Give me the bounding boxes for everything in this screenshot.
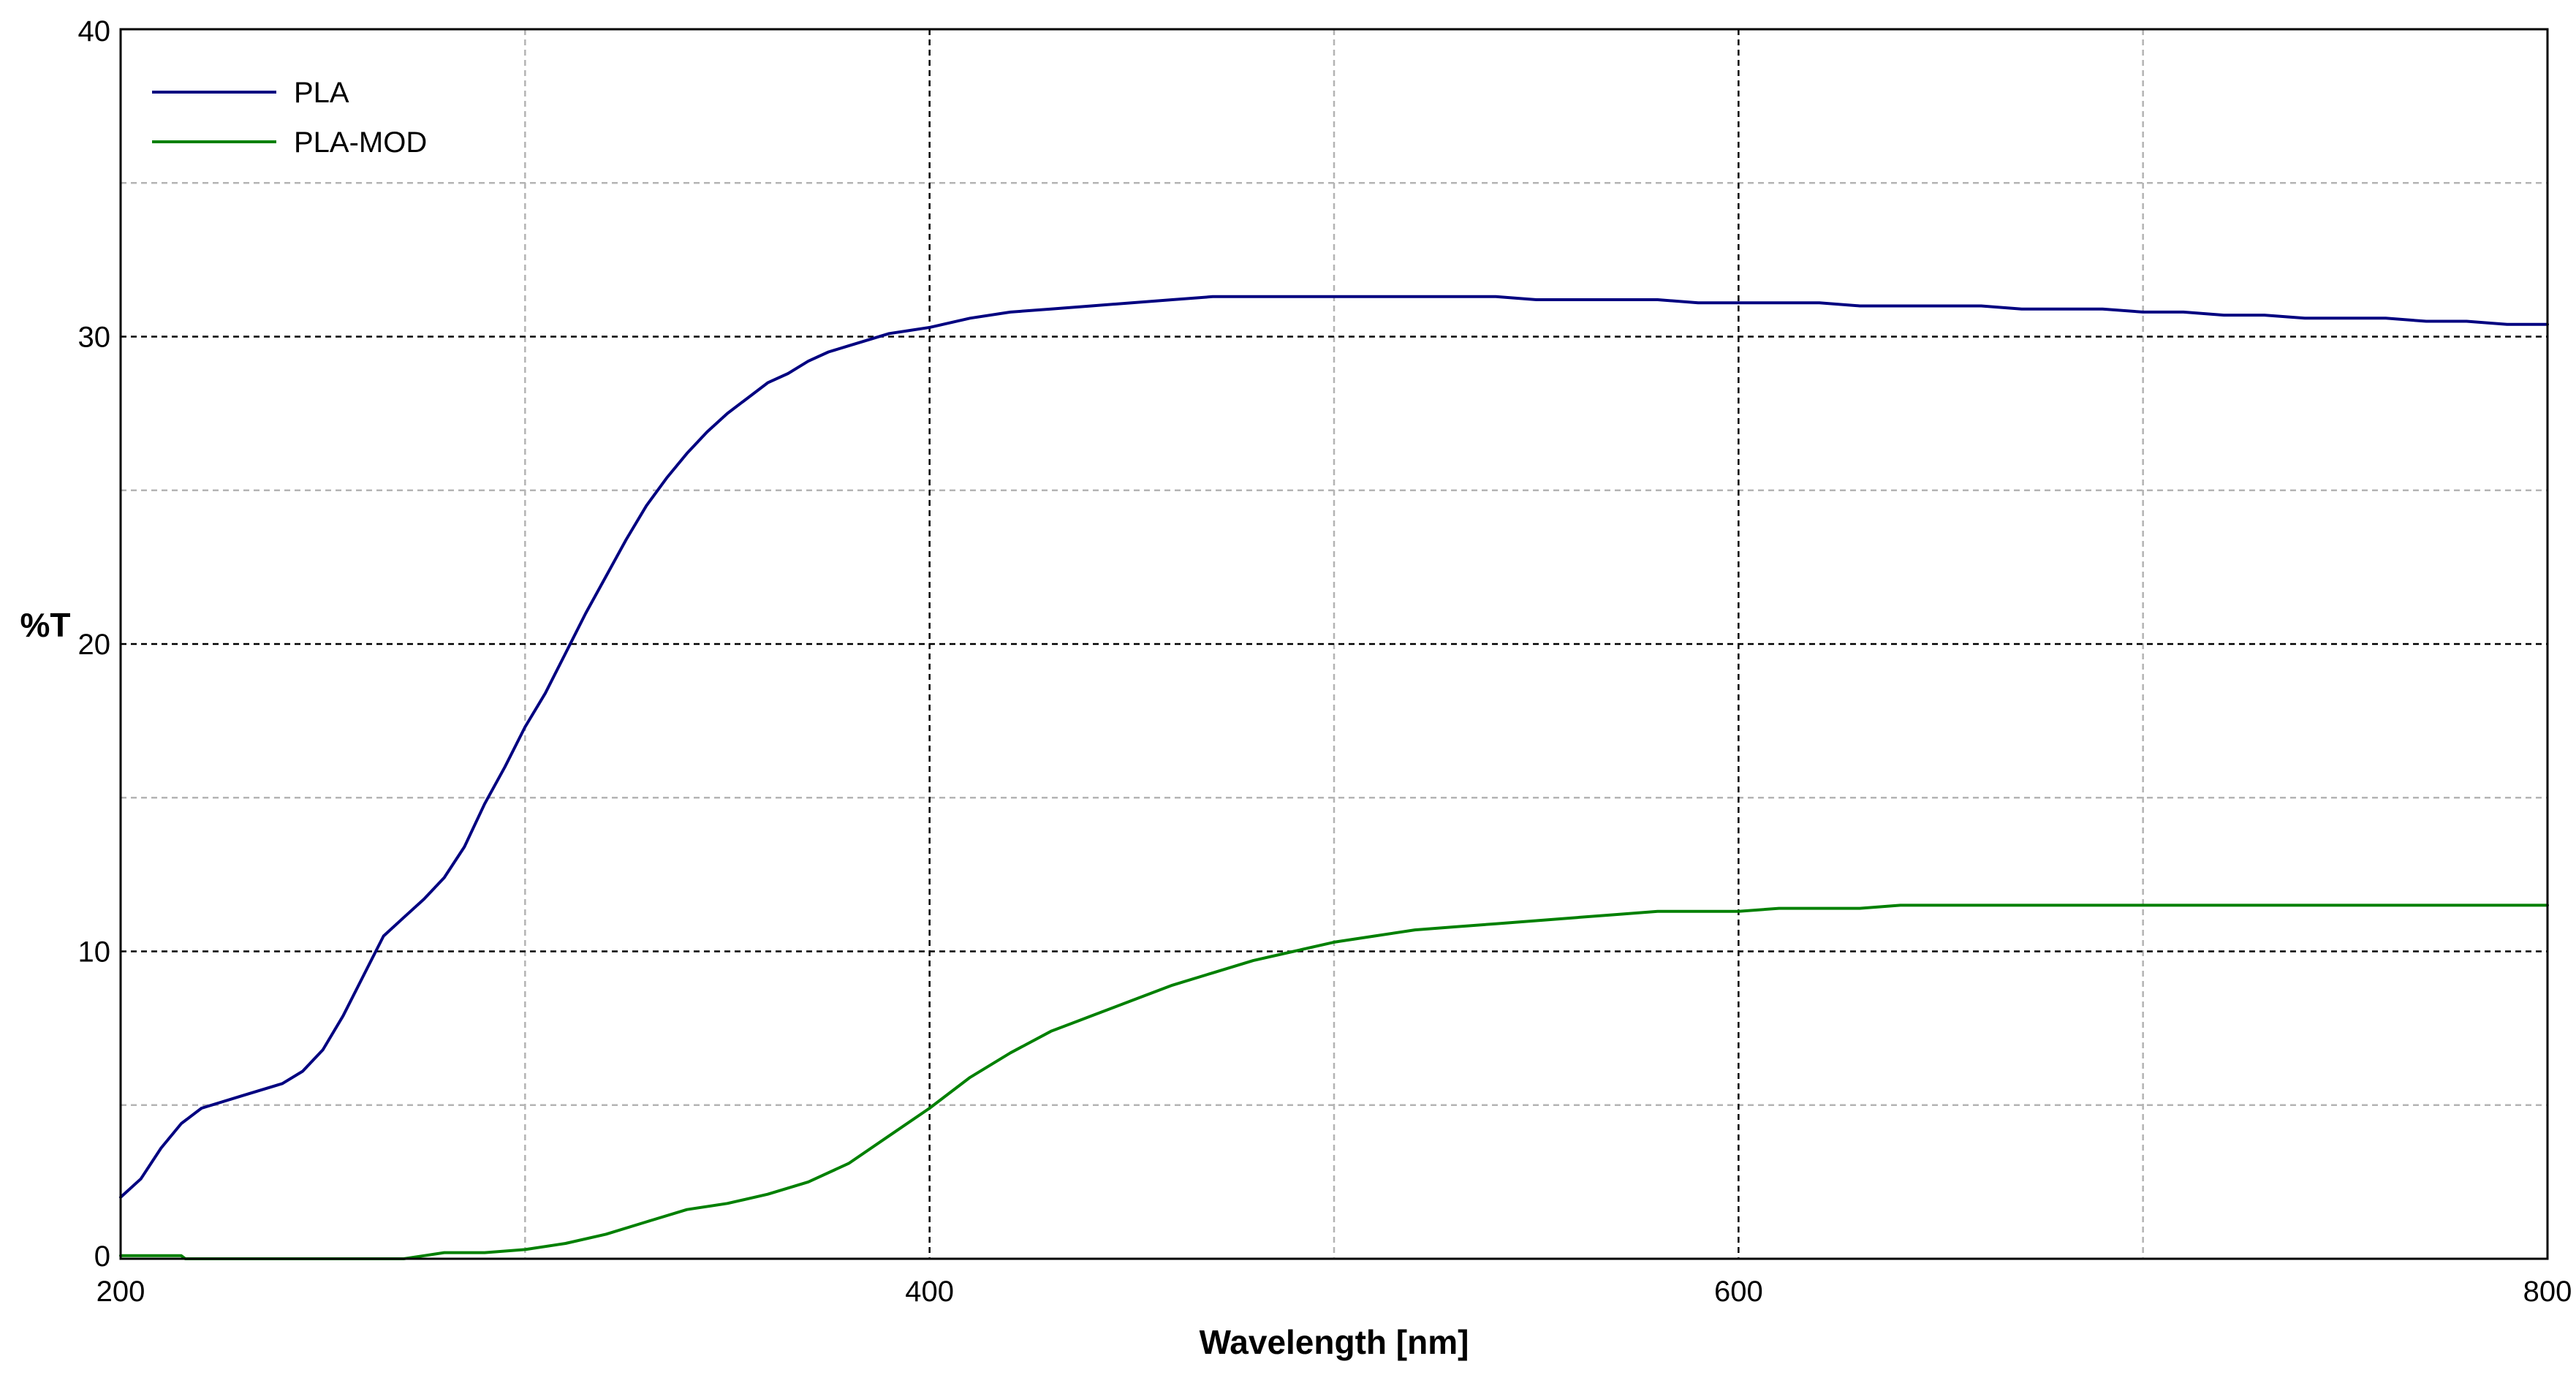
y-tick-label: 0 — [94, 1240, 110, 1273]
y-tick-label: 20 — [78, 629, 111, 661]
x-tick-label: 600 — [1714, 1276, 1763, 1308]
series-line-pla — [119, 295, 2549, 1199]
x-tick-label: 400 — [905, 1276, 954, 1308]
y-tick-label: 10 — [78, 936, 111, 969]
series-lines — [119, 295, 2549, 1260]
legend-label: PLA-MOD — [294, 126, 427, 159]
y-axis-tick-labels: 0 10 20 30 40 — [78, 15, 111, 1273]
y-tick-label: 30 — [78, 322, 111, 354]
y-tick-label: 40 — [78, 15, 111, 48]
x-tick-label: 800 — [2523, 1276, 2572, 1308]
legend: PLA PLA-MOD — [152, 77, 427, 159]
x-axis-tick-labels: 200 400 600 800 — [96, 1276, 2572, 1308]
x-axis-title: Wavelength [nm] — [1200, 1323, 1469, 1361]
series-line-pla-mod — [119, 904, 2549, 1260]
legend-label: PLA — [294, 77, 349, 109]
grid-lines — [121, 29, 2547, 1259]
y-axis-title: %T — [20, 606, 71, 644]
plot-frame — [119, 28, 2549, 1260]
x-tick-label: 200 — [96, 1276, 145, 1308]
